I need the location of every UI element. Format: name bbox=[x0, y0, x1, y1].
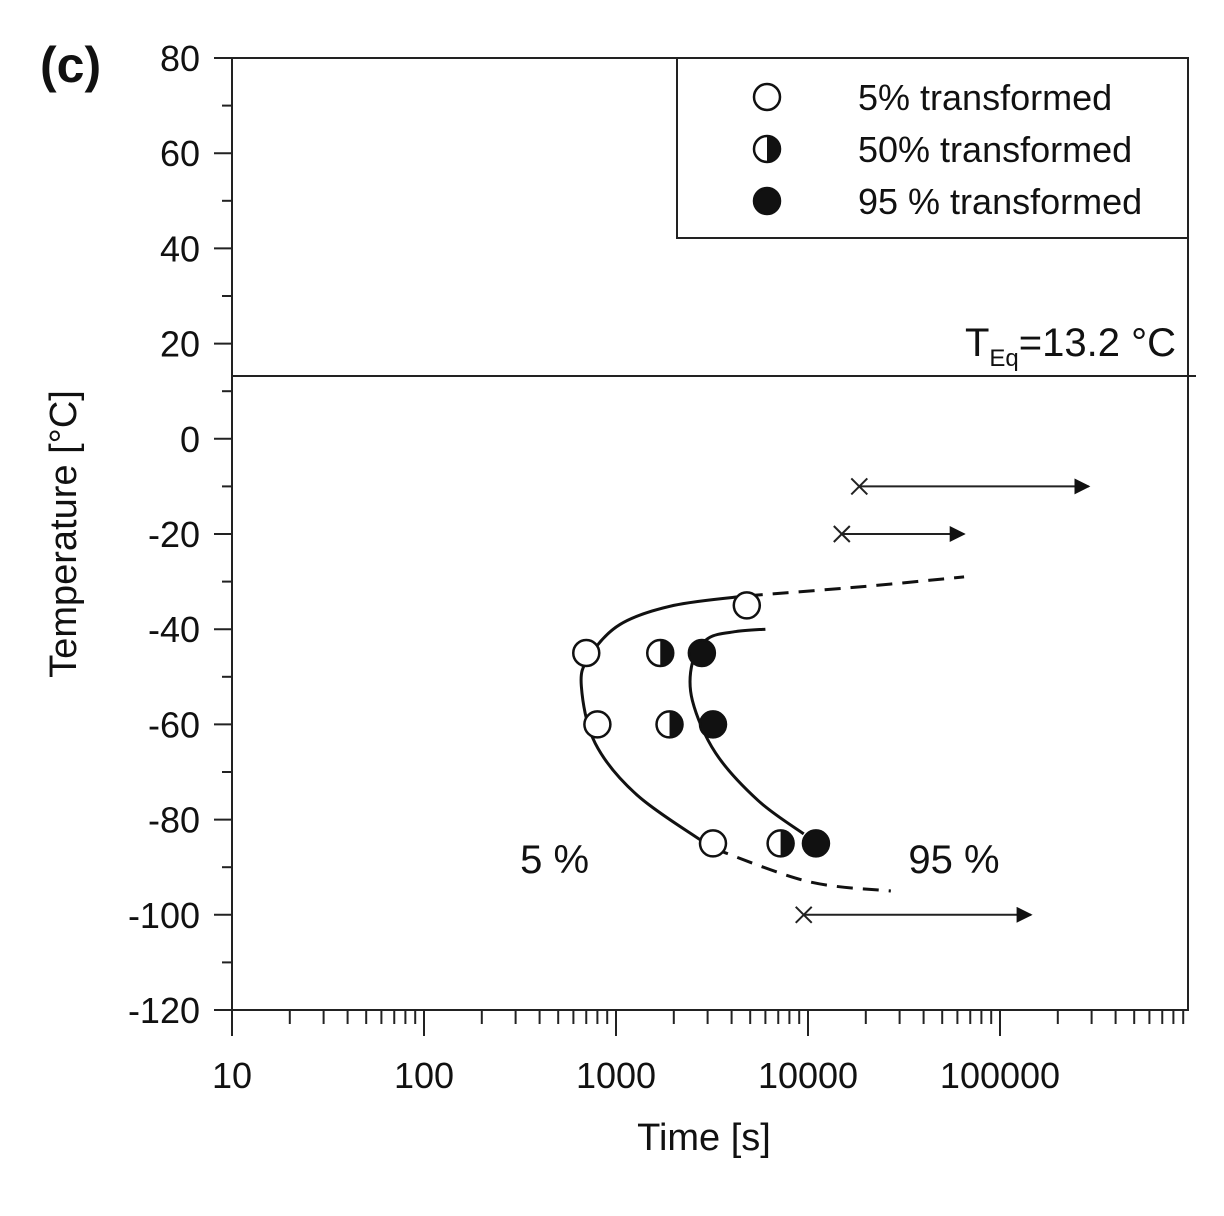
data-point-filled-circle bbox=[698, 710, 728, 739]
y-tick-label: 20 bbox=[160, 324, 200, 365]
data-point-half-filled-circle bbox=[645, 638, 675, 668]
x-tick-label: 1000 bbox=[576, 1055, 656, 1096]
legend-marker-filled-circle bbox=[752, 186, 782, 216]
x-tick-label: 10000 bbox=[758, 1055, 858, 1096]
no-transformation-markers bbox=[795, 477, 1091, 924]
legend-markers bbox=[752, 82, 782, 216]
y-axis-title: Temperature [°C] bbox=[43, 390, 85, 678]
legend-marker-open-circle bbox=[752, 82, 782, 112]
x-tick-label: 100 bbox=[394, 1055, 454, 1096]
reference-label-sub: Eq bbox=[989, 345, 1018, 372]
y-tick-label: -40 bbox=[148, 609, 200, 650]
legend-label-95: 95 % transformed bbox=[858, 181, 1142, 222]
curve-solid-0 bbox=[579, 594, 747, 850]
data-point-half-filled-circle-fill bbox=[780, 830, 794, 857]
data-point-open-circle bbox=[572, 638, 601, 668]
axis-ticks: 80 60 40 20 0 -20 -40 -60 -80 -100 -120 10 100 1000 10… bbox=[128, 38, 1185, 1096]
data-point-filled-circle bbox=[687, 638, 717, 668]
curve-solid-3 bbox=[688, 627, 805, 836]
y-tick-label: 0 bbox=[180, 419, 200, 460]
curve-dashed-1 bbox=[746, 575, 965, 598]
legend-marker-half-filled-circle bbox=[752, 134, 782, 164]
y-tick-label: 80 bbox=[160, 38, 200, 79]
reference-label-main: T bbox=[965, 321, 989, 365]
y-tick-label: -80 bbox=[148, 800, 200, 841]
legend-marker-half-filled-circle-fill bbox=[767, 136, 780, 162]
y-tick-label: -20 bbox=[148, 514, 200, 555]
legend-label-5: 5% transformed bbox=[858, 77, 1112, 118]
data-point-open-circle bbox=[732, 591, 762, 620]
data-points bbox=[572, 591, 831, 858]
data-point-half-filled-circle bbox=[655, 710, 684, 739]
data-point-half-filled-circle-fill bbox=[660, 640, 674, 666]
x-tick-label: 10 bbox=[212, 1055, 252, 1096]
panel-label: (c) bbox=[40, 37, 101, 93]
y-tick-label: -120 bbox=[128, 990, 200, 1031]
y-tick-label: 40 bbox=[160, 228, 200, 269]
x-tick-label: 100000 bbox=[940, 1055, 1060, 1096]
data-point-half-filled-circle-fill bbox=[669, 711, 683, 738]
reference-line-label: TEq=13.2 °C bbox=[965, 321, 1176, 372]
curve-label-5: 5 % bbox=[520, 838, 589, 882]
data-point-half-filled-circle bbox=[766, 829, 795, 858]
curve-dashed-2 bbox=[712, 846, 891, 893]
data-point-filled-circle bbox=[801, 829, 831, 858]
reference-label-rest: =13.2 °C bbox=[1019, 321, 1176, 365]
legend-label-50: 50% transformed bbox=[858, 129, 1132, 170]
y-tick-label: -100 bbox=[128, 895, 200, 936]
curves bbox=[579, 575, 965, 893]
data-point-open-circle bbox=[698, 829, 728, 858]
data-point-open-circle bbox=[583, 710, 612, 739]
curve-label-95: 95 % bbox=[908, 838, 999, 882]
legend: 5% transformed 50% transformed 95 % tran… bbox=[676, 57, 1189, 239]
y-tick-label: -60 bbox=[148, 704, 200, 745]
y-tick-label: 60 bbox=[160, 133, 200, 174]
x-axis-title: Time [s] bbox=[637, 1117, 771, 1159]
